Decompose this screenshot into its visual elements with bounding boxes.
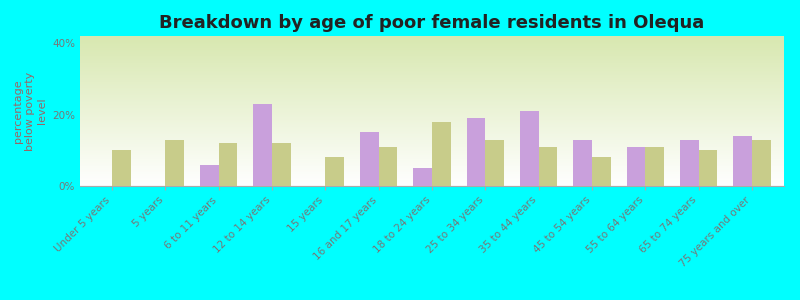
Bar: [432, 122, 450, 186]
Bar: [466, 118, 486, 186]
Bar: [698, 150, 718, 186]
Bar: [734, 136, 752, 186]
Bar: [414, 168, 432, 186]
Bar: [592, 158, 610, 186]
Bar: [520, 111, 538, 186]
Y-axis label: percentage
below poverty
level: percentage below poverty level: [14, 71, 46, 151]
Title: Breakdown by age of poor female residents in Olequa: Breakdown by age of poor female resident…: [159, 14, 705, 32]
Bar: [538, 147, 558, 186]
Bar: [254, 104, 272, 186]
Bar: [218, 143, 238, 186]
Bar: [112, 150, 130, 186]
Bar: [326, 158, 344, 186]
Bar: [378, 147, 398, 186]
Bar: [626, 147, 646, 186]
Bar: [360, 132, 378, 186]
Bar: [200, 165, 218, 186]
Bar: [646, 147, 664, 186]
Bar: [166, 140, 184, 186]
Bar: [680, 140, 698, 186]
Bar: [574, 140, 592, 186]
Bar: [272, 143, 290, 186]
Bar: [752, 140, 770, 186]
Bar: [486, 140, 504, 186]
